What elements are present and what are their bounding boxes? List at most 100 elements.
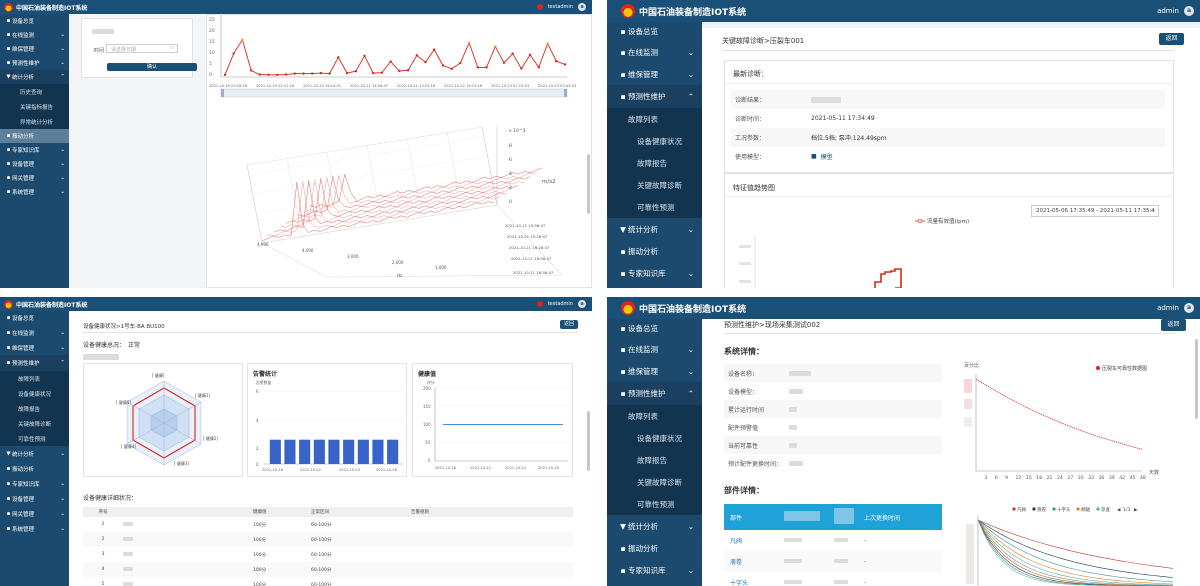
sidebar-item-stats[interactable]: ▼ 统计分析 ⌄ <box>607 515 702 537</box>
sidebar-item-monitor[interactable]: ▪ 在线监测 ⌄ <box>6 329 65 337</box>
legend-next-icon[interactable]: ▶ <box>1134 508 1138 513</box>
confirm-button[interactable]: 确认 <box>107 63 197 71</box>
sidebar-item-overview[interactable]: ▪ 设备总览 <box>607 22 702 41</box>
username[interactable]: testadmin <box>547 4 573 10</box>
sidebar-item-reliability[interactable]: 可靠性预测 <box>607 493 702 515</box>
sidebar-item-overview[interactable]: ▪ 设备总览 <box>6 18 35 25</box>
sidebar-item-maintain[interactable]: ▪ 维保管理 ⌄ <box>607 360 702 382</box>
sidebar-item-monitor[interactable]: ▪ 在线监测 ⌄ <box>6 32 65 39</box>
sidebar-item-knowledge[interactable]: ▪ 专家知识库 ⌄ <box>6 480 65 488</box>
sidebar-item-monitor[interactable]: ▪ 在线监测 ⌄ <box>607 41 702 63</box>
table-row[interactable]: 凡阀 - <box>724 530 942 551</box>
parts-line <box>977 519 1174 569</box>
username[interactable]: testadmin <box>547 301 573 307</box>
sidebar-item-key-diagnosis[interactable]: 关键故障诊断 <box>0 416 69 431</box>
sidebar-item-kpi[interactable]: 关键指标报告 <box>0 99 69 114</box>
sidebar-item-health[interactable]: 设备健康状况 <box>607 130 702 152</box>
table-row[interactable]: 2 100分 60-100分 <box>83 532 573 547</box>
sidebar-item-knowledge[interactable]: ▪ 专家知识库 ⌄ <box>6 147 65 154</box>
redacted-tick <box>739 262 751 265</box>
data-zoom-slider[interactable] <box>220 88 568 98</box>
date-field[interactable]: 请选择日期 ▭ <box>106 44 178 53</box>
avatar[interactable]: a <box>1184 6 1194 16</box>
username[interactable]: admin <box>1157 7 1179 15</box>
gear-icon: ▪ <box>6 360 11 366</box>
sidebar-item-anomaly[interactable]: 异常统计分析 <box>0 114 69 129</box>
alarm-bar <box>343 439 355 464</box>
sidebar-item-vibration[interactable]: ▪ 振动分析 <box>6 465 35 473</box>
sidebar-item-key-diagnosis[interactable]: 关键故障诊断 <box>607 471 702 493</box>
sidebar-item-monitor[interactable]: ▪ 在线监测 ⌄ <box>607 338 702 360</box>
sidebar-item-devices[interactable]: ▪ 设备管理 ⌄ <box>6 161 65 168</box>
sidebar-item-predict[interactable]: ▪ 预测性维护 ⌃ <box>607 85 702 108</box>
username[interactable]: admin <box>1157 304 1179 312</box>
sidebar-item-history[interactable]: 历史查询 <box>0 84 69 99</box>
sidebar-item-reliability[interactable]: 可靠性预测 <box>0 431 69 446</box>
back-button[interactable]: 返回 <box>1161 319 1186 331</box>
part-link[interactable]: 凡阀 <box>730 538 743 545</box>
app-brand: 中国石油装备制造IOT系统 <box>16 4 88 12</box>
legend-label: 柄轴 <box>1081 506 1090 513</box>
scrollbar[interactable] <box>587 154 590 214</box>
table-row[interactable]: 5 100分 60-100分 <box>101 581 332 586</box>
chevron-down-icon: ⌄ <box>60 525 65 532</box>
alert-dot-icon[interactable] <box>536 4 543 10</box>
sidebar-item-overview[interactable]: ▪ 设备总览 <box>607 319 702 338</box>
table-row[interactable]: 1 100分 60-100分 <box>101 521 332 528</box>
sidebar-item-predict[interactable]: ▪ 预测性维护 ⌃ <box>0 355 69 371</box>
trend-chart: 流量有效值(lpm) <box>739 217 969 288</box>
scrollbar[interactable] <box>587 411 590 471</box>
model-link[interactable]: 模型 <box>820 154 833 161</box>
sidebar-item-health[interactable]: 设备健康状况 <box>607 427 702 449</box>
sidebar-item-fault-report[interactable]: 故障报告 <box>0 401 69 416</box>
sidebar-item-devices[interactable]: ▪ 设备管理 ⌄ <box>6 495 65 503</box>
sidebar-item-stats[interactable]: ▼ 统计分析 ⌃ <box>0 70 69 84</box>
sidebar-item-vibration[interactable]: ▪ 振动分析 <box>0 129 69 143</box>
ts-point <box>424 60 427 64</box>
sidebar-item-stats[interactable]: ▼ 统计分析 ⌄ <box>6 450 65 458</box>
table-row[interactable]: 4 100分 60-100分 <box>83 562 573 577</box>
sidebar-item-gateway[interactable]: ▪ 网关管理 ⌄ <box>6 175 65 182</box>
table-row[interactable]: 3 100分 60-100分 <box>101 551 332 558</box>
settings-icon: ▪ <box>6 525 11 532</box>
sidebar-item-health[interactable]: 设备健康状况 <box>0 386 69 401</box>
sidebar-item-knowledge[interactable]: ▪ 专家知识库 ⌄ <box>607 262 702 284</box>
avatar[interactable]: a <box>578 300 586 308</box>
table-row[interactable]: 十字头 - <box>724 572 942 586</box>
back-button[interactable]: 返回 <box>560 320 578 329</box>
sidebar-item-system[interactable]: ▪ 系统管理 ⌄ <box>6 189 65 196</box>
sidebar-item-knowledge[interactable]: ▪ 专家知识库 ⌄ <box>607 559 702 581</box>
sidebar-item-stats[interactable]: ▼ 统计分析 ⌄ <box>607 218 702 240</box>
sidebar-item-maintain[interactable]: ▪ 维保管理 ⌄ <box>6 344 65 352</box>
sidebar-item-overview[interactable]: ▪ 设备总览 <box>6 315 35 322</box>
sidebar-item-fault-list[interactable]: 故障列表 <box>607 108 702 130</box>
sidebar-item-vibration[interactable]: ▪ 振动分析 <box>607 240 702 262</box>
ts-point <box>555 59 558 63</box>
sidebar-item-reliability[interactable]: 可靠性预测 <box>607 196 702 218</box>
sidebar-item-predict[interactable]: ▪ 预测性维护 ⌃ <box>607 382 702 405</box>
sidebar-item-fault-report[interactable]: 故障报告 <box>607 449 702 471</box>
back-button[interactable]: 返回 <box>1159 33 1184 45</box>
avatar[interactable]: a <box>1184 303 1194 313</box>
zoom-handle-right[interactable] <box>564 89 567 97</box>
sidebar-item-gateway[interactable]: ▪ 网关管理 ⌄ <box>6 510 65 518</box>
date-range-picker[interactable]: 2021-05-06 17:35:49 - 2021-05-11 17:35:4… <box>1031 205 1159 217</box>
sidebar-item-fault-list[interactable]: 故障列表 <box>0 371 69 386</box>
screen-key-fault-diagnosis: 中国石油装备制造IOT系统 admin a ▪ 设备总览 ▪ 在线监测 ⌄ ▪ 维保管理… <box>607 0 1200 288</box>
sidebar-item-predict[interactable]: ▪ 预测性维护 ⌄ <box>6 60 65 67</box>
sidebar-item-fault-list[interactable]: 故障列表 <box>607 405 702 427</box>
table-row[interactable]: 液卷 - <box>724 551 942 572</box>
sidebar-item-vibration[interactable]: ▪ 振动分析 <box>607 537 702 559</box>
zoom-handle-left[interactable] <box>221 89 224 97</box>
part-link[interactable]: 液卷 <box>730 559 743 566</box>
sidebar-item-key-diagnosis[interactable]: 关键故障诊断 <box>607 174 702 196</box>
scrollbar[interactable] <box>1195 339 1198 419</box>
legend-prev-icon[interactable]: ◀ <box>1117 508 1121 513</box>
sidebar-item-system[interactable]: ▪ 系统管理 ⌄ <box>6 525 65 533</box>
part-link[interactable]: 十字头 <box>730 580 749 586</box>
sidebar-item-maintain[interactable]: ▪ 维保管理 ⌄ <box>607 63 702 85</box>
sidebar-item-maintain[interactable]: ▪ 维保管理 ⌄ <box>6 46 65 53</box>
alert-dot-icon[interactable] <box>536 301 543 307</box>
avatar[interactable]: a <box>578 3 586 11</box>
sidebar-item-fault-report[interactable]: 故障报告 <box>607 152 702 174</box>
